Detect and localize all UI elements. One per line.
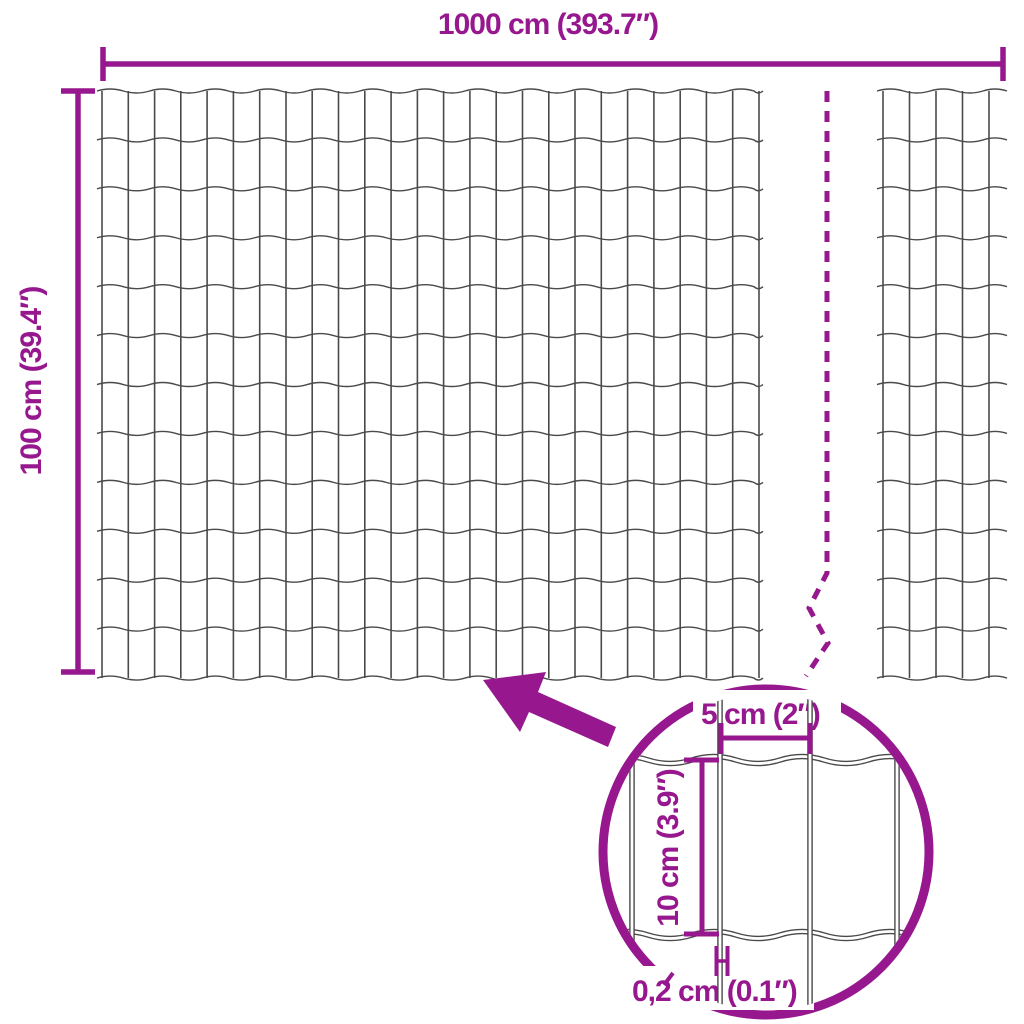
total-height-label: 100 cm (39.4″) bbox=[15, 287, 48, 476]
cell-height-label: 10 cm (3.9″) bbox=[652, 769, 685, 926]
mesh-horizontal-wire bbox=[96, 479, 764, 486]
fence-mesh-right bbox=[876, 88, 1008, 681]
mesh-horizontal-wire bbox=[876, 332, 1008, 339]
mesh-horizontal-wire bbox=[96, 137, 764, 143]
mesh-horizontal-wire bbox=[876, 137, 1008, 143]
mesh-horizontal-wire bbox=[96, 283, 764, 290]
mesh-horizontal-wire bbox=[876, 577, 1008, 583]
mesh-horizontal-wire bbox=[876, 675, 1008, 681]
mesh-horizontal-wire bbox=[96, 88, 764, 94]
mesh-horizontal-wire bbox=[876, 283, 1008, 290]
fence-mesh-left bbox=[96, 88, 764, 681]
height-dimension-line bbox=[61, 88, 95, 675]
mesh-horizontal-wire bbox=[876, 479, 1008, 486]
mesh-horizontal-wire bbox=[876, 626, 1008, 632]
break-line-icon bbox=[803, 91, 831, 678]
wire-thickness-label: 0,2 cm (0.1″) bbox=[632, 975, 797, 1008]
mesh-horizontal-wire bbox=[96, 430, 764, 437]
mesh-horizontal-wire bbox=[96, 186, 764, 192]
mesh-horizontal-wire bbox=[96, 381, 764, 388]
zoom-arrow-icon bbox=[483, 672, 616, 747]
mesh-horizontal-wire bbox=[96, 577, 764, 583]
mesh-horizontal-wire bbox=[96, 235, 764, 241]
total-width-label: 1000 cm (393.7″) bbox=[438, 8, 658, 41]
mesh-horizontal-wire bbox=[96, 675, 764, 681]
mesh-horizontal-wire bbox=[876, 430, 1008, 437]
mesh-horizontal-wire bbox=[876, 186, 1008, 192]
width-dimension-line bbox=[100, 47, 1006, 81]
detail-dimension-marks bbox=[662, 723, 813, 987]
mesh-horizontal-wire bbox=[876, 235, 1008, 241]
mesh-horizontal-wire bbox=[96, 626, 764, 632]
mesh-horizontal-wire bbox=[876, 88, 1008, 94]
detail-circle-icon bbox=[598, 684, 934, 1020]
mesh-horizontal-wire bbox=[876, 528, 1008, 534]
mesh-horizontal-wire bbox=[96, 528, 764, 534]
mesh-horizontal-wire bbox=[96, 332, 764, 339]
mesh-horizontal-wire bbox=[876, 381, 1008, 388]
